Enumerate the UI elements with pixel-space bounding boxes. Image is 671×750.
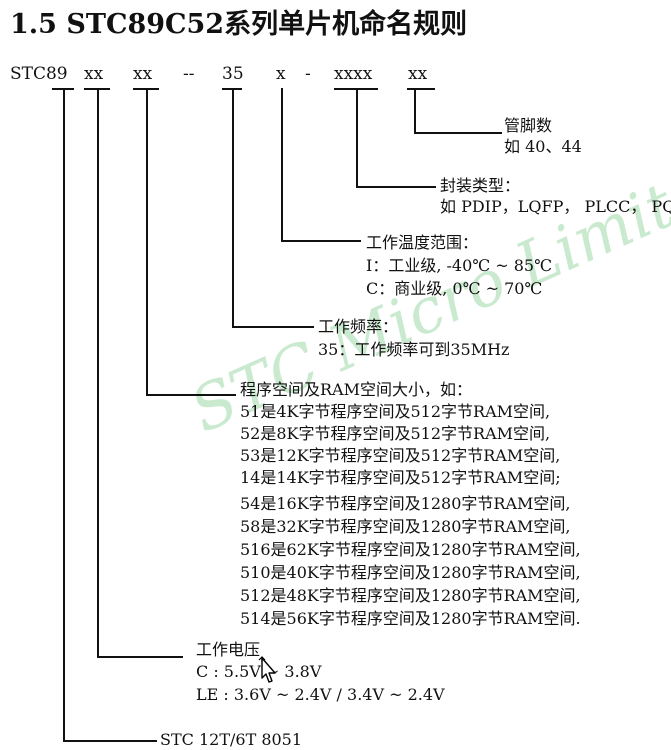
memory-line: 514是56K字节程序空间及1280字节RAM空间.: [240, 609, 581, 628]
freq-desc: 35：工作频率可到35MHz: [318, 340, 510, 359]
temp-industrial: I：工业级, -40℃ ~ 85℃: [366, 256, 552, 275]
bracket-vertical-speed: [232, 88, 234, 326]
code-prefix: STC89: [10, 64, 68, 84]
bracket-leader-temp: [281, 240, 361, 242]
voltage-heading: 工作电压: [196, 640, 261, 659]
memory-line: 516是62K字节程序空间及1280字节RAM空间,: [240, 540, 581, 559]
code-seg-temp: x: [276, 64, 286, 84]
bracket-leader-package: [356, 186, 436, 188]
voltage-c: C : 5.5V ~ 3.8V: [196, 662, 322, 681]
bracket-vertical-package: [356, 88, 358, 186]
code-seg-voltage: xx: [84, 64, 104, 84]
memory-line: 54是16K字节程序空间及1280字节RAM空间,: [240, 494, 571, 513]
memory-line: 52是8K字节程序空间及512字节RAM空间,: [240, 424, 551, 443]
code-dash-1: --: [183, 64, 195, 84]
mouse-cursor-icon: [258, 656, 276, 683]
memory-line: 58是32K字节程序空间及1280字节RAM空间,: [240, 517, 571, 536]
memory-heading: 程序空间及RAM空间大小，如：: [240, 380, 472, 399]
bracket-vertical-temp: [281, 88, 283, 240]
memory-line: 53是12K字节程序空间及512字节RAM空间,: [240, 446, 561, 465]
bracket-vertical-memory: [146, 88, 148, 394]
bracket-vertical-pins: [414, 88, 416, 132]
code-dash-2: -: [305, 64, 311, 84]
pins-desc: 如 40、44: [504, 137, 582, 156]
bracket-leader-core: [63, 740, 157, 742]
core-desc: STC 12T/6T 8051: [160, 730, 303, 749]
memory-line: 510是40K字节程序空间及1280字节RAM空间,: [240, 563, 581, 582]
code-seg-pins: xx: [408, 64, 428, 84]
package-desc: 如 PDIP，LQFP， PLCC， PQ: [440, 197, 671, 216]
bracket-vertical-voltage: [97, 88, 99, 656]
bracket-top-pins: [407, 88, 435, 90]
section-title: 1.5 STC89C52系列单片机命名规则: [10, 9, 468, 40]
bracket-leader-pins: [414, 132, 502, 134]
temp-heading: 工作温度范围：: [366, 233, 479, 252]
pins-heading: 管脚数: [504, 116, 553, 135]
code-seg-memory: xx: [133, 64, 153, 84]
memory-line: 512是48K字节程序空间及1280字节RAM空间,: [240, 586, 581, 605]
package-heading: 封装类型：: [440, 176, 521, 195]
freq-heading: 工作频率：: [318, 317, 399, 336]
bracket-leader-memory: [146, 394, 236, 396]
temp-commercial: C：商业级, 0℃ ~ 70℃: [366, 279, 543, 298]
memory-line: 51是4K字节程序空间及512字节RAM空间,: [240, 402, 551, 421]
code-seg-speed: 35: [222, 64, 244, 84]
memory-line: 14是14K字节程序空间及512字节RAM空间;: [240, 468, 561, 487]
voltage-le: LE : 3.6V ~ 2.4V / 3.4V ~ 2.4V: [196, 685, 445, 704]
code-seg-package: xxxx: [334, 64, 373, 84]
bracket-leader-speed: [232, 326, 314, 328]
bracket-vertical-core: [63, 88, 65, 740]
bracket-leader-voltage: [97, 656, 183, 658]
